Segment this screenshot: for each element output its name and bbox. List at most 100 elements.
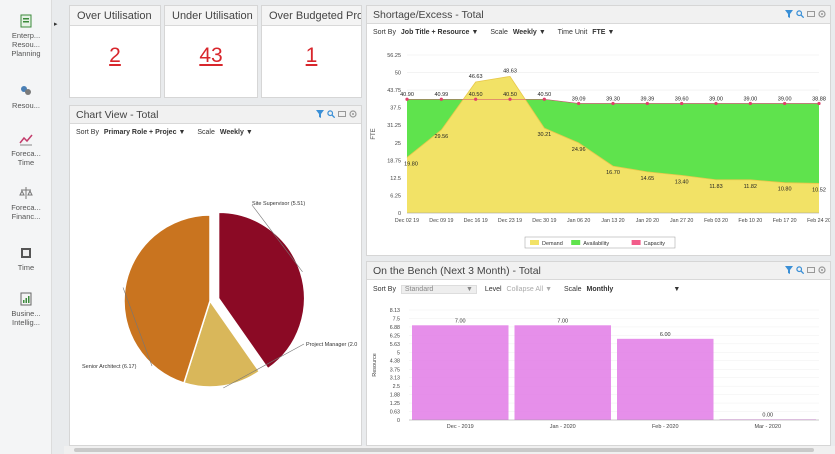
capacity-point [748, 101, 752, 106]
shortage-toolbar: Sort By Job Title + Resource ▼ Scale Week… [367, 24, 830, 41]
x-tick-label: Dec 23 19 [498, 218, 522, 224]
pie-leader-line [251, 204, 303, 273]
settings-icon[interactable] [349, 110, 357, 118]
x-tick-label: Mar - 2020 [754, 424, 781, 430]
capacity-point [577, 101, 581, 106]
filter-icon[interactable] [785, 10, 793, 18]
pie-toolbar: Sort By Primary Role + Projec ▼ Scale Wee… [70, 124, 361, 141]
scale-select[interactable]: Monthly [586, 286, 614, 293]
kpi-value-link[interactable]: 2 [109, 44, 121, 67]
y-axis-label: Resource [372, 353, 378, 377]
y-tick-label: 0.63 [390, 409, 400, 415]
y-tick-label: 18.75 [387, 158, 401, 164]
settings-icon[interactable] [818, 266, 826, 274]
demand-data-label: 30.21 [537, 132, 551, 138]
minimize-icon[interactable] [338, 110, 346, 118]
sidebar-item-forecast-time[interactable]: Foreca... Time [0, 132, 52, 167]
chevron-down-icon[interactable]: ▼ [607, 29, 615, 36]
resource-icon [21, 86, 31, 95]
sort-by-select[interactable]: Standard ▼ [400, 285, 477, 294]
x-tick-label: Feb 17 20 [773, 218, 797, 224]
panel-title: Shortage/Excess - Total [367, 6, 830, 24]
sort-by-select[interactable]: Primary Role + Projec [103, 129, 177, 136]
chevron-down-icon[interactable]: ▼ [673, 286, 681, 293]
bench-bar [412, 325, 509, 420]
y-tick-label: 0 [398, 211, 401, 217]
capacity-point [817, 101, 821, 106]
sidebar-item-resource[interactable]: Resou... [0, 84, 52, 110]
capacity-point [542, 97, 546, 101]
sidebar-item-time[interactable]: Time [0, 246, 52, 272]
sidebar-label: Resou... [12, 101, 40, 110]
legend-label: Availability [583, 241, 609, 247]
kpi-over-budgeted-projects[interactable]: Over Budgeted Proje... 1 [261, 5, 362, 98]
chevron-down-icon[interactable]: ▼ [545, 286, 553, 293]
horizontal-scrollbar[interactable] [64, 446, 835, 454]
time-unit-label: Time Unit [557, 29, 588, 36]
capacity-point [611, 101, 615, 106]
panel-tools [785, 266, 826, 274]
filter-icon[interactable] [785, 266, 793, 274]
on-the-bench-chart: 0 0.63 1.25 1.88 2.5 3.13 3.75 4.38 5 5.63 6.25 6.8… [372, 308, 819, 430]
pie-slice [183, 299, 261, 388]
pie-slice [217, 211, 306, 370]
legend-swatch [530, 240, 539, 245]
sidebar-label: Busine... [11, 309, 41, 318]
sidebar-item-business-intelligence[interactable]: Busine... Intellig... [0, 292, 52, 327]
pie-leader-line [122, 287, 153, 367]
enterprise-planning-icon [20, 14, 32, 28]
shortage-excess-chart: 0 6.25 12.5 18.75 25 31.25 37.5 43.75 50 56.25 FTE… [371, 53, 830, 249]
y-tick-label: 1.88 [390, 393, 400, 399]
level-select[interactable]: Collapse All [506, 286, 544, 293]
scrollbar-thumb[interactable] [74, 448, 814, 452]
forecast-finance-icon [19, 187, 33, 199]
x-tick-label: Feb - 2020 [652, 424, 679, 430]
availability-data-label: 38.88 [812, 96, 826, 102]
x-tick-label: Jan 13 20 [601, 218, 624, 224]
availability-data-label: 39.00 [743, 96, 757, 102]
y-tick-label: 43.75 [387, 88, 401, 94]
demand-data-label: 48.63 [503, 68, 517, 74]
y-tick-label: 37.5 [390, 106, 401, 112]
search-icon[interactable] [796, 10, 804, 18]
sidebar-collapse-arrow-icon[interactable]: ▸ [54, 21, 58, 28]
availability-data-label: 40.90 [400, 92, 414, 98]
capacity-point [645, 101, 649, 106]
kpi-over-utilisation[interactable]: Over Utilisation 2 [69, 5, 161, 98]
y-tick-label: 3.13 [390, 376, 400, 382]
kpi-value-link[interactable]: 43 [199, 44, 223, 67]
capacity-point [474, 97, 478, 101]
minimize-icon[interactable] [807, 10, 815, 18]
scale-select[interactable]: Weekly [512, 29, 537, 36]
availability-data-label: 39.60 [675, 96, 689, 102]
sort-by-label: Sort By [76, 129, 99, 136]
sidebar-item-enterprise-planning[interactable]: Enterp... Resou... Planning [0, 14, 52, 58]
scale-select[interactable]: Weekly [219, 129, 244, 136]
chevron-down-icon[interactable]: ▼ [178, 129, 186, 136]
sidebar-label: Planning [11, 49, 41, 58]
chevron-down-icon[interactable]: ▼ [245, 129, 253, 136]
capacity-point [783, 101, 787, 106]
sort-by-select[interactable]: Job Title + Resource [400, 29, 470, 36]
sidebar-label: Foreca... [11, 149, 41, 158]
bench-toolbar: Sort By Standard ▼ Level Collapse All ▼ Sc… [367, 280, 830, 299]
kpi-value-link[interactable]: 1 [305, 44, 318, 67]
search-icon[interactable] [327, 110, 335, 118]
kpi-title: Under Utilisation [165, 6, 257, 26]
chevron-down-icon[interactable]: ▼ [538, 29, 546, 36]
filter-icon[interactable] [316, 110, 324, 118]
sidebar-item-forecast-finance[interactable]: Foreca... Financ... [0, 186, 52, 221]
demand-data-label: 19.80 [404, 161, 418, 167]
y-tick-label: 8.13 [390, 308, 400, 314]
settings-icon[interactable] [818, 10, 826, 18]
demand-data-label: 24.96 [572, 147, 586, 153]
minimize-icon[interactable] [807, 266, 815, 274]
sort-by-label: Sort By [373, 29, 396, 36]
chevron-down-icon[interactable]: ▼ [471, 29, 479, 36]
time-unit-select[interactable]: FTE [592, 29, 606, 36]
y-tick-label: 7.5 [393, 317, 400, 323]
sidebar-label: Time [17, 158, 35, 167]
kpi-under-utilisation[interactable]: Under Utilisation 43 [164, 5, 258, 98]
x-tick-label: Jan - 2020 [550, 424, 576, 430]
search-icon[interactable] [796, 266, 804, 274]
